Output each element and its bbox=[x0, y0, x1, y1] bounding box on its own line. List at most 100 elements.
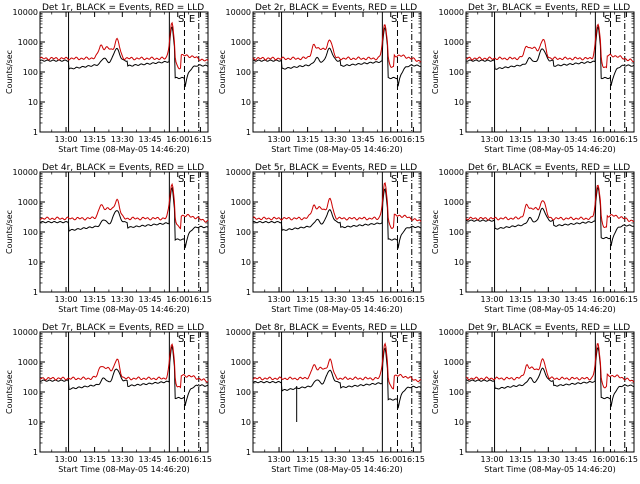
lld-series-line bbox=[465, 343, 635, 389]
panel-det-1: Det 1r, BLACK = Events, RED = LLD 1 10 100 1… bbox=[5, 3, 212, 154]
y-axis-label: Counts/sec bbox=[5, 370, 14, 414]
panel-det-4: Det 4r, BLACK = Events, RED = LLD 1 10 100 1… bbox=[5, 163, 212, 314]
x-tick-label: 13:15 bbox=[509, 295, 532, 304]
plot-frame bbox=[252, 171, 422, 293]
x-tick-label: 13:30 bbox=[537, 135, 560, 144]
saa-label: S bbox=[391, 174, 397, 185]
y-tick-label: 1 bbox=[33, 448, 38, 457]
x-tick-label: 13:45 bbox=[352, 135, 375, 144]
lld-series-line bbox=[39, 182, 209, 230]
panel-title: Det 5r, BLACK = Events, RED = LLD bbox=[255, 163, 417, 173]
y-axis-label: Counts/sec bbox=[431, 50, 440, 94]
x-tick-label: 16:15 bbox=[402, 295, 425, 304]
panel-title: Det 2r, BLACK = Events, RED = LLD bbox=[255, 3, 417, 13]
plot-frame bbox=[252, 11, 422, 133]
y-tick-label: 1000 bbox=[18, 38, 38, 47]
y-tick-label: 100 bbox=[236, 388, 251, 397]
x-tick-label: 13:00 bbox=[55, 295, 78, 304]
x-tick-label: 13:45 bbox=[139, 295, 162, 304]
x-tick-label: 13:15 bbox=[83, 455, 106, 464]
eclipse-label: E bbox=[615, 334, 621, 345]
saa-label: S bbox=[178, 14, 184, 25]
y-tick-label: 100 bbox=[23, 388, 38, 397]
y-tick-label: 100 bbox=[23, 68, 38, 77]
plot-frame bbox=[465, 331, 635, 453]
saa-label: S bbox=[391, 334, 397, 345]
events-series-line bbox=[252, 347, 422, 409]
events-series-line bbox=[252, 188, 422, 249]
x-tick-label: 13:30 bbox=[324, 455, 347, 464]
y-tick-label: 1 bbox=[33, 128, 38, 137]
x-tick-label: 13:30 bbox=[324, 135, 347, 144]
x-tick-label: 16:00 bbox=[379, 295, 402, 304]
plot-frame bbox=[465, 171, 635, 293]
x-tick-label: 13:45 bbox=[139, 455, 162, 464]
x-axis-label: Start Time (08-May-05 14:46:20) bbox=[58, 145, 189, 154]
y-tick-label: 10000 bbox=[226, 168, 251, 177]
eclipse-label: E bbox=[615, 14, 621, 25]
plot-frame bbox=[39, 11, 209, 133]
y-axis-label: Counts/sec bbox=[5, 50, 14, 94]
y-tick-label: 10 bbox=[241, 258, 251, 267]
events-series-line bbox=[39, 26, 209, 87]
x-tick-label: 16:00 bbox=[592, 295, 615, 304]
x-tick-label: 16:00 bbox=[166, 135, 189, 144]
x-tick-label: 13:45 bbox=[352, 455, 375, 464]
x-tick-label: 13:30 bbox=[111, 135, 134, 144]
y-tick-label: 1 bbox=[459, 128, 464, 137]
eclipse-label: E bbox=[189, 14, 195, 25]
panel-title: Det 6r, BLACK = Events, RED = LLD bbox=[468, 163, 630, 173]
y-tick-label: 1000 bbox=[231, 38, 251, 47]
x-axis-label: Start Time (08-May-05 14:46:20) bbox=[484, 465, 615, 474]
y-tick-label: 1 bbox=[246, 128, 251, 137]
x-tick-label: 16:00 bbox=[379, 455, 402, 464]
y-tick-label: 1000 bbox=[444, 38, 464, 47]
y-tick-label: 100 bbox=[236, 228, 251, 237]
panel-title: Det 1r, BLACK = Events, RED = LLD bbox=[42, 3, 204, 13]
panel-det-5: Det 5r, BLACK = Events, RED = LLD 1 10 100 1… bbox=[218, 163, 425, 314]
plot-frame bbox=[252, 331, 422, 453]
y-tick-label: 100 bbox=[449, 68, 464, 77]
eclipse-label: E bbox=[615, 174, 621, 185]
x-tick-label: 16:15 bbox=[189, 135, 212, 144]
x-tick-label: 13:15 bbox=[83, 295, 106, 304]
y-tick-label: 10000 bbox=[13, 328, 38, 337]
x-tick-label: 16:00 bbox=[592, 135, 615, 144]
saa-label: S bbox=[178, 334, 184, 345]
y-tick-label: 1 bbox=[33, 288, 38, 297]
y-tick-label: 10 bbox=[241, 418, 251, 427]
y-tick-label: 10000 bbox=[13, 168, 38, 177]
lld-series-line bbox=[39, 21, 209, 70]
x-axis-label: Start Time (08-May-05 14:46:20) bbox=[271, 465, 402, 474]
y-tick-label: 1000 bbox=[18, 358, 38, 367]
x-tick-label: 13:15 bbox=[296, 135, 319, 144]
x-axis-label: Start Time (08-May-05 14:46:20) bbox=[58, 465, 189, 474]
x-tick-label: 13:15 bbox=[509, 455, 532, 464]
y-axis-label: Counts/sec bbox=[218, 210, 227, 254]
x-tick-label: 13:00 bbox=[481, 295, 504, 304]
panel-title: Det 3r, BLACK = Events, RED = LLD bbox=[468, 3, 630, 13]
panel-det-6: Det 6r, BLACK = Events, RED = LLD 1 10 100 1… bbox=[431, 163, 638, 314]
x-tick-label: 13:30 bbox=[537, 455, 560, 464]
y-axis-label: Counts/sec bbox=[431, 370, 440, 414]
lld-series-line bbox=[252, 24, 422, 68]
saa-label: S bbox=[604, 174, 610, 185]
x-tick-label: 16:15 bbox=[189, 455, 212, 464]
y-tick-label: 100 bbox=[236, 68, 251, 77]
x-tick-label: 16:00 bbox=[166, 295, 189, 304]
x-tick-label: 16:00 bbox=[166, 455, 189, 464]
y-axis-label: Counts/sec bbox=[5, 210, 14, 254]
events-series-line bbox=[252, 26, 422, 87]
x-tick-label: 13:00 bbox=[481, 455, 504, 464]
y-tick-label: 10 bbox=[454, 418, 464, 427]
events-series-line bbox=[39, 345, 208, 407]
x-tick-label: 16:00 bbox=[592, 455, 615, 464]
x-axis-label: Start Time (08-May-05 14:46:20) bbox=[58, 305, 189, 314]
events-series-line bbox=[465, 346, 635, 407]
x-tick-label: 13:00 bbox=[481, 135, 504, 144]
y-tick-label: 1000 bbox=[18, 198, 38, 207]
y-tick-label: 100 bbox=[449, 388, 464, 397]
y-tick-label: 10 bbox=[28, 418, 38, 427]
panel-title: Det 8r, BLACK = Events, RED = LLD bbox=[255, 323, 417, 333]
plot-frame bbox=[39, 331, 209, 453]
